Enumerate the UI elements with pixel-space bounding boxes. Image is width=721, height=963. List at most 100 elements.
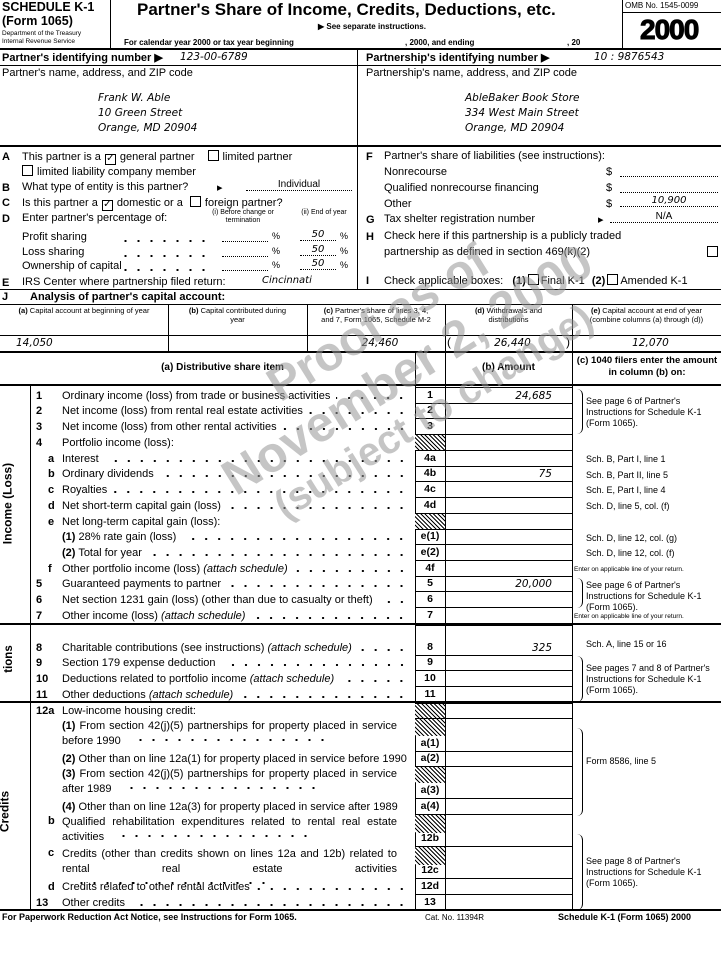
foreign-checkbox[interactable] [189, 196, 201, 207]
amount-field[interactable]: 325 [445, 625, 572, 655]
capital-header-c: (c) Partner's share of lines 3, 4, and 7… [307, 305, 445, 325]
capital-value-c[interactable]: 24,460 [361, 337, 399, 349]
line-label: Credits related to other rental activiti… [62, 881, 250, 893]
amount-field[interactable] [445, 718, 572, 751]
nonrecourse-field[interactable] [620, 166, 718, 177]
line-box-label: a(3) [420, 784, 440, 796]
ownership-capital-end-field[interactable]: 50 [300, 258, 336, 270]
partnership-id-label: Partnership's identifying number ▶ [366, 52, 550, 64]
amount-field[interactable]: 24,685 [445, 387, 572, 403]
amount-field[interactable] [445, 814, 572, 846]
line-label: Net income (loss) from other rental acti… [62, 421, 277, 434]
amount-field[interactable] [445, 497, 572, 513]
line-number: b [48, 815, 55, 827]
amount-field[interactable] [445, 528, 572, 545]
capital-col-divider [445, 304, 446, 351]
filer-note: Sch. D, line 5, col. (f) [586, 501, 670, 512]
amount-field[interactable] [445, 560, 572, 576]
capital-value-a[interactable]: 14,050 [16, 337, 53, 349]
capital-header-tag: (e) [591, 306, 601, 315]
amount-field[interactable]: 20,000 [445, 575, 572, 592]
profit-sharing-before-field[interactable] [222, 231, 268, 242]
line-label: Guaranteed payments to partner [62, 578, 221, 591]
partnership-name[interactable]: AbleBaker Book Store [465, 92, 580, 104]
amount-field[interactable] [445, 655, 572, 670]
amount-field[interactable] [445, 418, 572, 434]
income-row: a Interest [36, 450, 412, 466]
line-box-label: 6 [427, 593, 433, 606]
attach-schedule-note: (attach schedule) [267, 642, 352, 654]
line-text: Low-income housing credit: [62, 705, 196, 717]
line-text: Interest [62, 453, 99, 465]
amount-field[interactable] [445, 607, 572, 623]
amount-field[interactable] [445, 591, 572, 607]
capital-account-title: Analysis of partner's capital account: [30, 291, 226, 303]
amount-field[interactable] [445, 846, 572, 878]
amount-value[interactable]: 325 [531, 642, 552, 654]
line-box [415, 703, 445, 719]
loss-sharing-end-field[interactable]: 50 [300, 244, 336, 256]
partner-city[interactable]: Orange, MD 20904 [98, 122, 198, 134]
amount-field[interactable]: 75 [445, 465, 572, 482]
amount-field[interactable] [445, 751, 572, 766]
dept-irs: Internal Revenue Service [2, 38, 75, 45]
amount-field[interactable] [445, 703, 572, 718]
capital-value-d[interactable]: 26,440 [494, 337, 531, 349]
entity-type-field[interactable]: Individual [246, 179, 352, 191]
dot-leader [147, 554, 408, 557]
tax-shelter-field[interactable]: N/A [610, 211, 718, 223]
amended-k1-checkbox[interactable] [607, 274, 619, 285]
partner-id-value[interactable]: 123-00-6789 [180, 51, 248, 63]
amount-field[interactable] [445, 544, 572, 560]
amount-field[interactable] [445, 686, 572, 702]
line-text: Other credits [62, 897, 125, 909]
partner-name[interactable]: Frank W. Able [98, 92, 171, 104]
amount-field[interactable] [445, 512, 572, 529]
irs-center-value[interactable]: Cincinnati [262, 275, 312, 286]
amount-field[interactable] [445, 878, 572, 894]
filer-note: Enter on applicable line of your return. [574, 566, 684, 574]
limited-partner-checkbox[interactable] [207, 150, 219, 161]
attach-schedule-note: (attach schedule) [203, 562, 288, 575]
qualified-field[interactable] [620, 182, 718, 193]
loss-sharing-before-field[interactable] [222, 246, 268, 257]
amount-value[interactable]: 24,685 [515, 389, 552, 402]
amount-value[interactable]: 20,000 [515, 578, 552, 591]
amount-field[interactable] [445, 670, 572, 686]
profit-sharing-end-field[interactable]: 50 [300, 229, 336, 241]
amount-field[interactable] [445, 449, 572, 466]
general-partner-checkbox[interactable]: ✓ [104, 153, 116, 165]
final-k1-checkbox[interactable] [527, 274, 539, 285]
line-box-label: 8 [427, 641, 433, 653]
line-box-label: 4d [423, 498, 437, 511]
amount-field[interactable] [445, 894, 572, 910]
item-c-letter: C [2, 197, 10, 209]
dot-leader [378, 601, 408, 604]
line-text: (2) Other than on line 12a(1) for proper… [62, 753, 407, 765]
income-row: 2 Net income (loss) from rental real esta… [36, 403, 412, 419]
partner-street[interactable]: 10 Green Street [98, 107, 183, 119]
loss-sharing-pct: % [340, 246, 349, 256]
ownership-capital-before-field[interactable] [222, 260, 268, 271]
dot-leader [128, 739, 329, 741]
amount-field[interactable] [445, 402, 572, 419]
other-liabilities-field[interactable]: 10,900 [620, 195, 718, 207]
publicly-traded-checkbox[interactable] [707, 246, 718, 257]
dot-leader [182, 538, 408, 541]
line-text: Net section 1231 gain (loss) (other than… [62, 594, 373, 606]
amount-field[interactable] [445, 481, 572, 497]
amount-field[interactable] [445, 434, 572, 450]
capital-value-e[interactable]: 12,070 [632, 337, 669, 349]
amount-field[interactable] [445, 766, 572, 798]
amount-value[interactable]: 75 [538, 468, 552, 481]
line-prefix: (1) [62, 531, 76, 544]
line-text: Other income (loss) (attach schedule) [62, 610, 245, 622]
partnership-id-value[interactable]: 10 : 9876543 [594, 51, 665, 63]
amount-field[interactable] [445, 798, 572, 814]
line-box-label: a(2) [420, 752, 440, 764]
partnership-city[interactable]: Orange, MD 20904 [465, 122, 565, 134]
domestic-checkbox[interactable]: ✓ [101, 199, 113, 211]
llc-member-checkbox[interactable] [22, 165, 33, 176]
partnership-street[interactable]: 334 West Main Street [465, 107, 579, 119]
capital-header-text: Partner's share of lines 3, 4, and 7, Fo… [321, 306, 431, 324]
